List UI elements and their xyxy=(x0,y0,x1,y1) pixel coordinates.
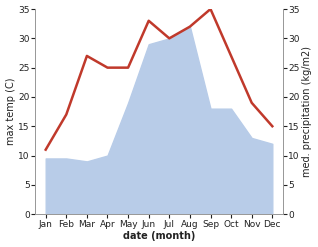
X-axis label: date (month): date (month) xyxy=(123,231,195,242)
Y-axis label: med. precipitation (kg/m2): med. precipitation (kg/m2) xyxy=(302,46,313,177)
Y-axis label: max temp (C): max temp (C) xyxy=(5,78,16,145)
